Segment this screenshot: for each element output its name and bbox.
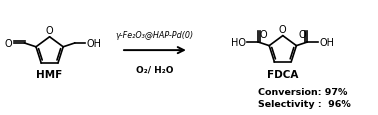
Text: O: O <box>298 29 306 39</box>
Text: O: O <box>279 25 287 35</box>
Text: OH: OH <box>320 38 335 48</box>
Text: γ-Fe₂O₃@HAP-Pd(0): γ-Fe₂O₃@HAP-Pd(0) <box>116 30 194 39</box>
Text: HMF: HMF <box>36 70 63 79</box>
Text: FDCA: FDCA <box>267 70 299 79</box>
Text: HO: HO <box>231 38 246 48</box>
Text: Conversion: 97%: Conversion: 97% <box>258 87 348 96</box>
Text: O: O <box>46 26 53 36</box>
Text: Selectivity :  96%: Selectivity : 96% <box>258 99 351 108</box>
Text: O: O <box>260 29 268 39</box>
Text: O₂/ H₂O: O₂/ H₂O <box>136 65 174 74</box>
Text: OH: OH <box>87 39 102 49</box>
Text: O: O <box>4 39 12 49</box>
